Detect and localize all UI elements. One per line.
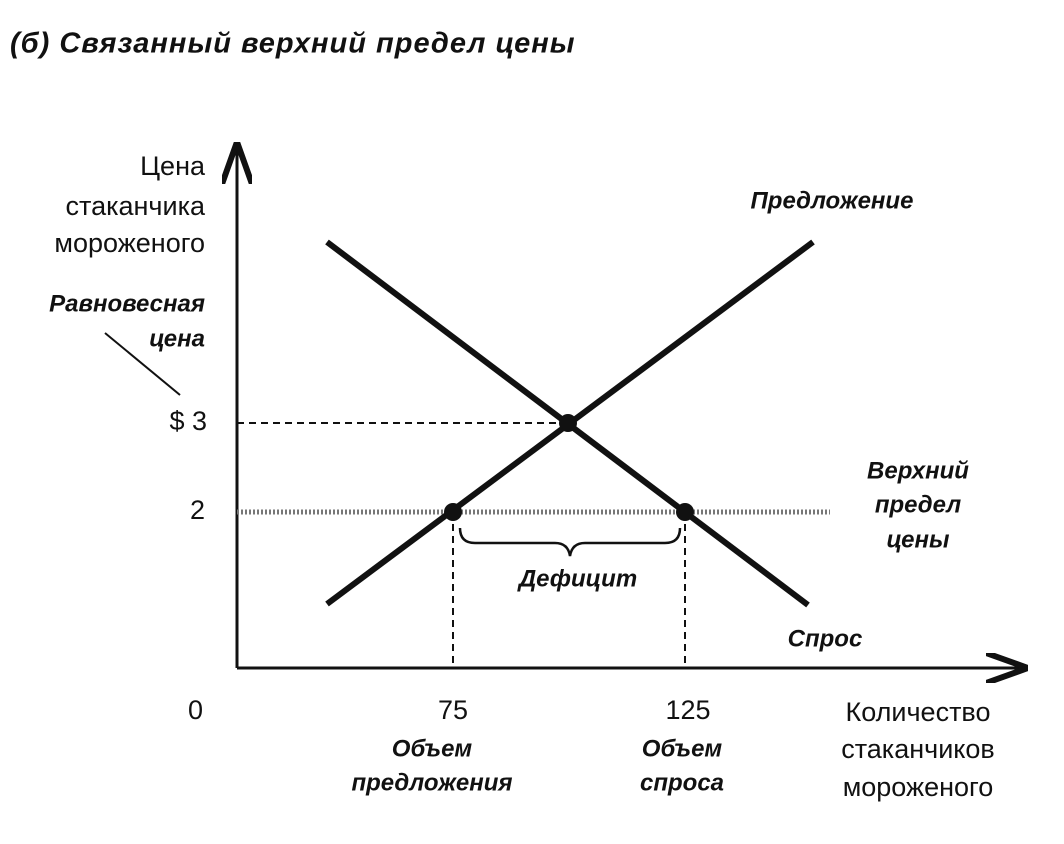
shortage-brace xyxy=(458,527,682,557)
y-axis-label: Цена xyxy=(140,151,206,181)
y-tick-label: $ 3 xyxy=(169,406,207,436)
pointer-line xyxy=(104,332,181,396)
x-tick-label: 75 xyxy=(438,695,468,725)
x-axis-label: стаканчиков xyxy=(841,734,995,764)
demand-label: Спрос xyxy=(788,625,863,652)
x-tick-note: Объем xyxy=(392,735,473,762)
x-tick-note: предложения xyxy=(351,769,512,796)
shortage-label: Дефицит xyxy=(517,565,637,592)
equilibrium-point xyxy=(559,414,577,432)
y-tick-label: 2 xyxy=(190,495,205,525)
x-tick-label: 125 xyxy=(665,695,710,725)
x-tick-note: Объем xyxy=(642,735,723,762)
x-axis-label: мороженого xyxy=(843,772,994,802)
y-axis-label: стаканчика xyxy=(66,191,206,221)
equilibrium-price-label: Равновесная xyxy=(49,290,205,317)
price-ceiling-label: Верхний xyxy=(867,457,969,484)
y-axis-label: мороженого xyxy=(54,228,205,258)
equilibrium-price-label: цена xyxy=(149,325,205,352)
x-axis-label: Количество xyxy=(846,697,991,727)
demand-point xyxy=(676,503,694,521)
price-ceiling-label: цены xyxy=(887,526,950,553)
supply-point xyxy=(444,503,462,521)
supply-label: Предложение xyxy=(751,187,914,214)
title: (б) Связанный верхний предел цены xyxy=(10,28,575,60)
price-ceiling-label: предел xyxy=(875,491,961,518)
origin-label: 0 xyxy=(188,695,203,725)
x-tick-note: спроса xyxy=(640,769,724,796)
